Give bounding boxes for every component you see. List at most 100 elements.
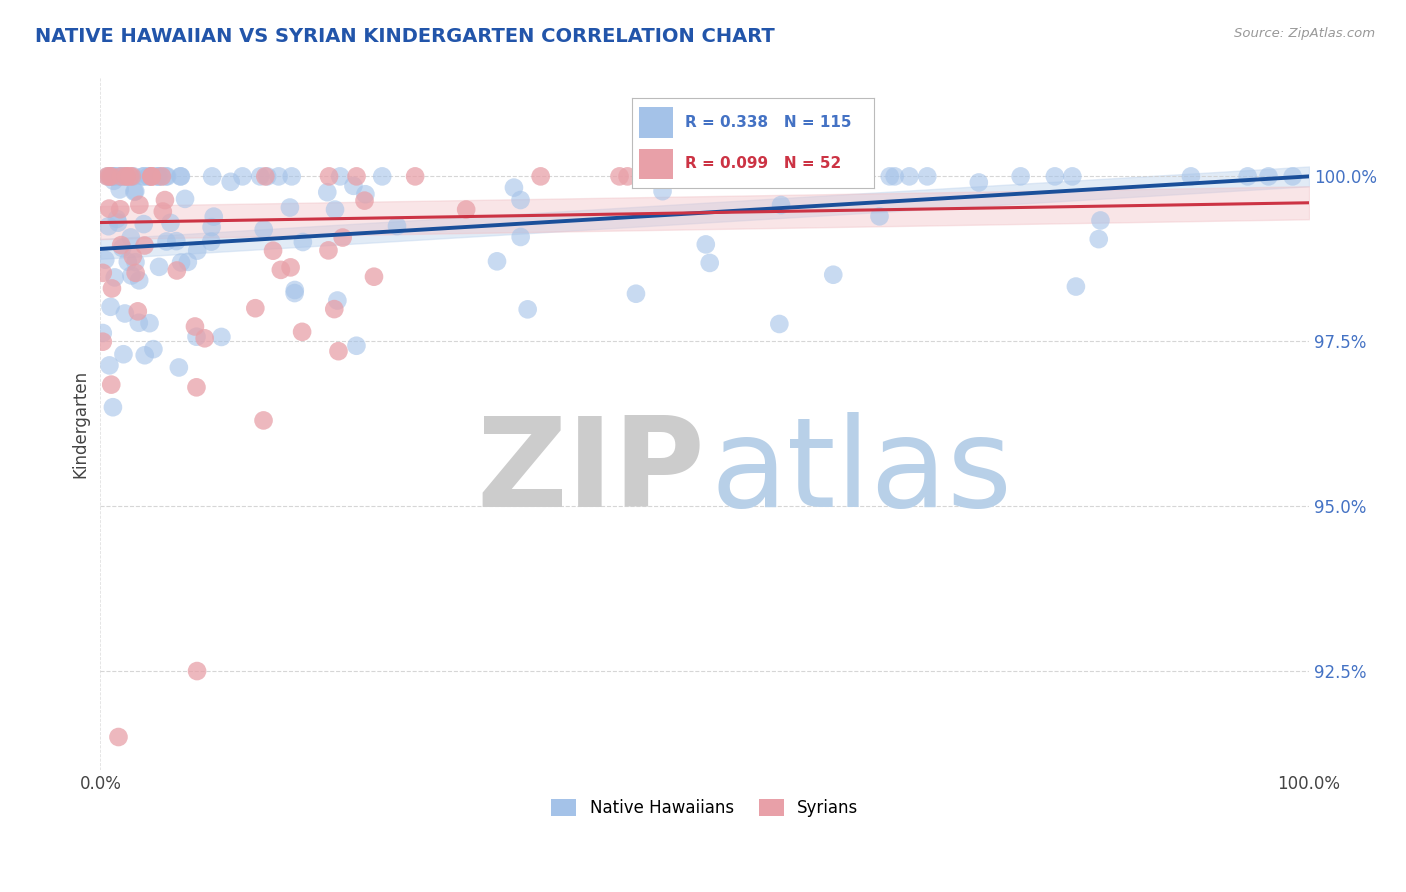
Syrians xyxy=(186,664,208,678)
Native Hawaiians xyxy=(103,174,125,188)
Native Hawaiians xyxy=(114,306,136,320)
Native Hawaiians xyxy=(97,219,120,234)
Native Hawaiians xyxy=(120,230,142,244)
Native Hawaiians xyxy=(98,169,121,184)
Native Hawaiians xyxy=(200,235,222,249)
Text: ZIP: ZIP xyxy=(477,412,704,533)
Syrians xyxy=(100,377,122,392)
Native Hawaiians xyxy=(485,254,508,268)
Native Hawaiians xyxy=(142,342,165,356)
Native Hawaiians xyxy=(879,169,901,184)
Syrians xyxy=(124,266,146,280)
Native Hawaiians xyxy=(124,185,146,199)
Native Hawaiians xyxy=(94,252,117,267)
Native Hawaiians xyxy=(112,347,135,361)
Native Hawaiians xyxy=(329,169,352,184)
Syrians xyxy=(110,202,132,217)
Native Hawaiians xyxy=(132,217,155,231)
Native Hawaiians xyxy=(107,169,129,184)
Syrians xyxy=(332,230,354,244)
Native Hawaiians xyxy=(516,302,538,317)
Native Hawaiians xyxy=(342,178,364,193)
Native Hawaiians xyxy=(138,169,160,184)
Syrians xyxy=(118,169,141,184)
Syrians xyxy=(91,334,114,349)
Syrians xyxy=(100,169,122,184)
Native Hawaiians xyxy=(291,235,314,249)
Native Hawaiians xyxy=(146,169,169,184)
Native Hawaiians xyxy=(209,330,232,344)
Syrians xyxy=(110,169,132,184)
Syrians xyxy=(107,730,129,744)
Native Hawaiians xyxy=(354,187,377,202)
Native Hawaiians xyxy=(1180,169,1202,184)
Native Hawaiians xyxy=(1236,169,1258,184)
Native Hawaiians xyxy=(186,329,208,343)
Native Hawaiians xyxy=(134,348,156,362)
Native Hawaiians xyxy=(122,169,145,184)
Syrians xyxy=(609,169,631,184)
Native Hawaiians xyxy=(155,235,177,249)
Syrians xyxy=(184,319,207,334)
Native Hawaiians xyxy=(231,169,253,184)
Syrians xyxy=(150,169,173,184)
Native Hawaiians xyxy=(124,255,146,269)
Text: atlas: atlas xyxy=(711,412,1012,533)
Native Hawaiians xyxy=(150,169,173,184)
Syrians xyxy=(110,238,132,252)
Syrians xyxy=(128,198,150,212)
Syrians xyxy=(456,202,478,217)
Y-axis label: Kindergarten: Kindergarten xyxy=(72,369,89,478)
Native Hawaiians xyxy=(148,169,170,184)
Syrians xyxy=(98,202,121,216)
Syrians xyxy=(115,169,138,184)
Native Hawaiians xyxy=(177,255,200,269)
Native Hawaiians xyxy=(111,169,134,184)
Native Hawaiians xyxy=(170,255,193,269)
Syrians xyxy=(134,238,156,252)
Native Hawaiians xyxy=(100,300,122,314)
Syrians xyxy=(98,169,121,184)
Native Hawaiians xyxy=(174,192,197,206)
Native Hawaiians xyxy=(117,254,139,268)
Syrians xyxy=(96,169,118,184)
Native Hawaiians xyxy=(219,175,242,189)
Native Hawaiians xyxy=(284,286,307,301)
Native Hawaiians xyxy=(385,219,408,233)
Native Hawaiians xyxy=(132,169,155,184)
Syrians xyxy=(252,413,274,427)
Syrians xyxy=(530,169,553,184)
Native Hawaiians xyxy=(128,316,150,330)
Syrians xyxy=(404,169,426,184)
Syrians xyxy=(141,169,163,184)
Syrians xyxy=(270,263,292,277)
Native Hawaiians xyxy=(91,326,114,340)
Native Hawaiians xyxy=(1090,213,1112,227)
Native Hawaiians xyxy=(145,169,167,184)
Native Hawaiians xyxy=(1281,169,1303,184)
Native Hawaiians xyxy=(1010,169,1032,184)
Syrians xyxy=(141,169,163,184)
Syrians xyxy=(245,301,267,316)
Syrians xyxy=(323,302,346,317)
Text: NATIVE HAWAIIAN VS SYRIAN KINDERGARTEN CORRELATION CHART: NATIVE HAWAIIAN VS SYRIAN KINDERGARTEN C… xyxy=(35,27,775,45)
Native Hawaiians xyxy=(695,237,717,252)
Native Hawaiians xyxy=(770,198,793,212)
Native Hawaiians xyxy=(699,256,721,270)
Native Hawaiians xyxy=(249,169,271,184)
Native Hawaiians xyxy=(148,260,170,274)
Native Hawaiians xyxy=(316,185,339,199)
Native Hawaiians xyxy=(371,169,394,184)
Native Hawaiians xyxy=(105,211,128,226)
Native Hawaiians xyxy=(917,169,939,184)
Syrians xyxy=(141,169,163,184)
Native Hawaiians xyxy=(509,230,531,244)
Native Hawaiians xyxy=(114,169,136,184)
Native Hawaiians xyxy=(170,169,193,184)
Syrians xyxy=(318,169,340,184)
Syrians xyxy=(166,263,188,277)
Native Hawaiians xyxy=(124,185,146,199)
Native Hawaiians xyxy=(1087,232,1109,246)
Native Hawaiians xyxy=(323,202,346,217)
Native Hawaiians xyxy=(155,169,177,184)
